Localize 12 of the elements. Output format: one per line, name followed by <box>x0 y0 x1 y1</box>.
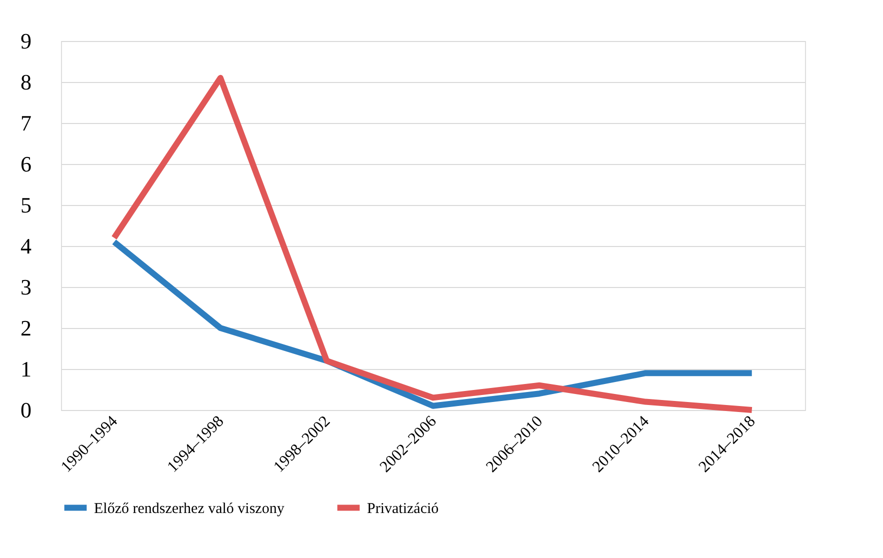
y-tick-label: 3 <box>20 274 32 300</box>
legend-label: Előző rendszerhez való viszony <box>94 500 285 517</box>
y-tick-label: 0 <box>20 398 32 422</box>
y-tick-label: 4 <box>20 234 32 258</box>
legend-label: Privatizáció <box>367 500 439 517</box>
y-tick-label: 8 <box>20 70 32 94</box>
y-tick-label: 1 <box>20 356 32 382</box>
y-tick-label: 5 <box>20 192 32 218</box>
y-tick-label: 9 <box>20 28 32 54</box>
y-tick-label: 7 <box>20 110 32 136</box>
y-tick-label: 6 <box>20 152 32 176</box>
y-tick-label: 2 <box>20 316 32 340</box>
